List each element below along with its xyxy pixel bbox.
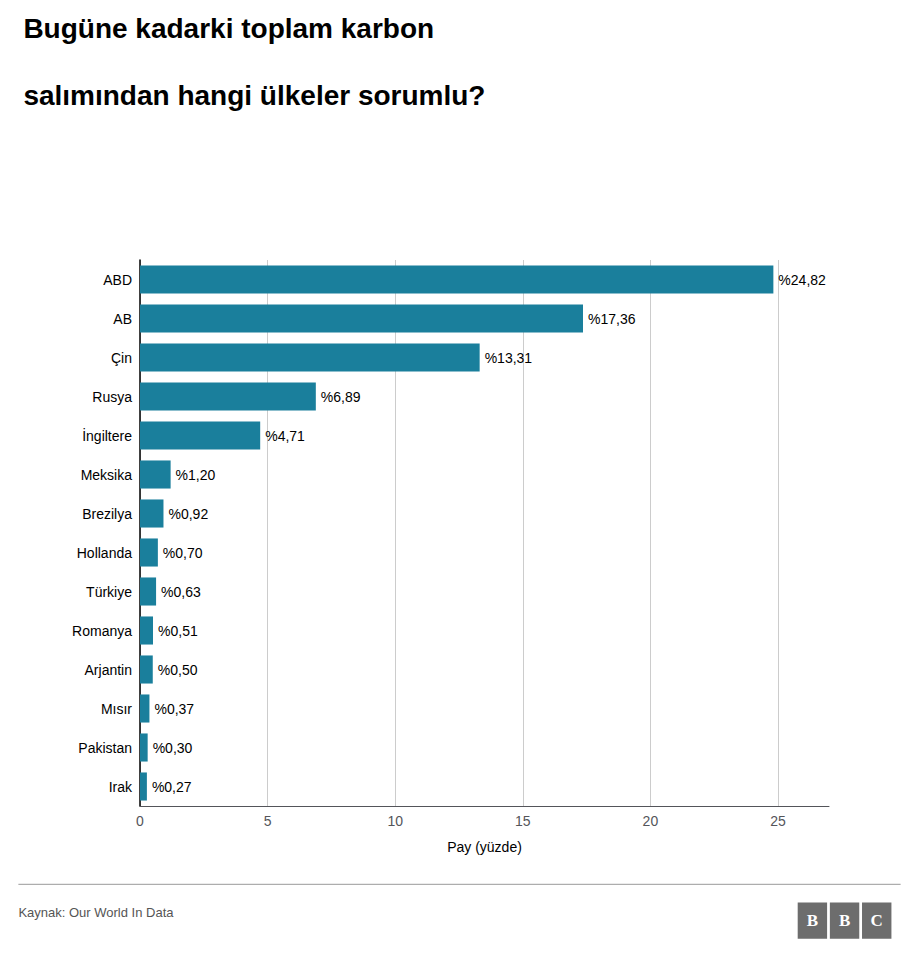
svg-text:Brezilya: Brezilya	[82, 506, 132, 522]
svg-text:Arjantin: Arjantin	[85, 662, 132, 678]
svg-text:%0,30: %0,30	[153, 740, 193, 756]
svg-text:0: 0	[136, 813, 144, 829]
svg-text:10: 10	[387, 813, 403, 829]
svg-text:Pakistan: Pakistan	[78, 740, 132, 756]
svg-text:%0,27: %0,27	[152, 779, 192, 795]
svg-text:Çin: Çin	[111, 350, 132, 366]
svg-text:%0,50: %0,50	[158, 662, 198, 678]
svg-text:%0,63: %0,63	[161, 584, 201, 600]
svg-text:Türkiye: Türkiye	[86, 584, 132, 600]
svg-text:Hollanda: Hollanda	[77, 545, 132, 561]
svg-text:İngiltere: İngiltere	[82, 427, 132, 444]
svg-text:Irak: Irak	[109, 779, 133, 795]
svg-text:%0,51: %0,51	[158, 623, 198, 639]
svg-text:B: B	[807, 911, 818, 930]
svg-text:%6,89: %6,89	[321, 389, 361, 405]
svg-text:20: 20	[643, 813, 659, 829]
svg-text:salımından hangi ülkeler sorum: salımından hangi ülkeler sorumlu?	[23, 80, 485, 111]
svg-text:B: B	[839, 911, 850, 930]
svg-text:Rusya: Rusya	[92, 389, 132, 405]
svg-text:%13,31: %13,31	[485, 350, 533, 366]
svg-text:15: 15	[515, 813, 531, 829]
svg-text:C: C	[871, 911, 883, 930]
svg-text:%1,20: %1,20	[176, 467, 216, 483]
svg-text:Meksika: Meksika	[81, 467, 133, 483]
svg-text:Romanya: Romanya	[72, 623, 132, 639]
svg-text:ABD: ABD	[103, 272, 132, 288]
svg-text:5: 5	[264, 813, 272, 829]
svg-text:%17,36: %17,36	[588, 311, 636, 327]
svg-text:Pay (yüzde): Pay (yüzde)	[447, 839, 522, 855]
svg-text:AB: AB	[113, 311, 132, 327]
svg-text:%24,82: %24,82	[778, 272, 826, 288]
svg-text:%4,71: %4,71	[265, 428, 305, 444]
svg-text:%0,92: %0,92	[168, 506, 208, 522]
svg-text:Kaynak: Our World In Data: Kaynak: Our World In Data	[18, 905, 174, 920]
svg-text:Mısır: Mısır	[101, 701, 132, 717]
svg-text:%0,70: %0,70	[163, 545, 203, 561]
svg-text:Bugüne kadarki toplam karbon: Bugüne kadarki toplam karbon	[23, 13, 434, 44]
svg-text:%0,37: %0,37	[154, 701, 194, 717]
svg-text:25: 25	[770, 813, 786, 829]
